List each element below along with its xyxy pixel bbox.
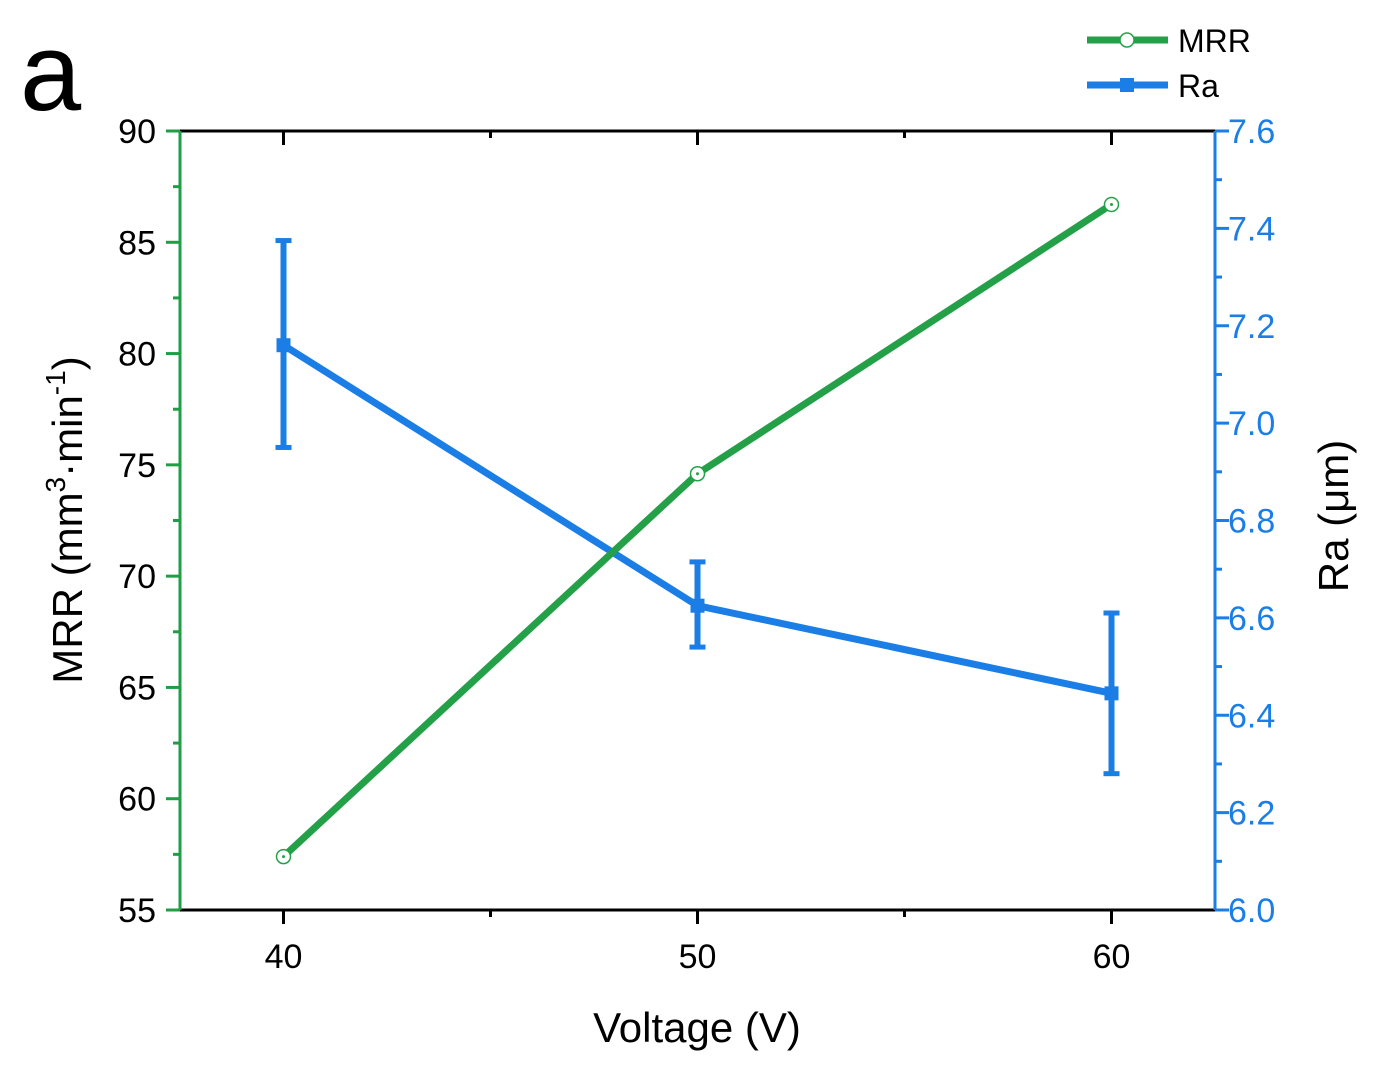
ra-point bbox=[276, 338, 291, 353]
right-y-ticks: 6.0 6.2 6.4 6.6 6.8 7.0 7.2 7.4 7.6 bbox=[1215, 113, 1275, 930]
x-tick-label: 50 bbox=[679, 938, 717, 976]
panel-label: a bbox=[20, 11, 82, 134]
right-y-tick-label: 6.8 bbox=[1228, 503, 1275, 541]
left-y-tick-label: 65 bbox=[118, 669, 156, 707]
mrr-series-line bbox=[281, 201, 1114, 860]
left-y-tick-label: 70 bbox=[118, 558, 156, 596]
left-y-title-sup1: 3 bbox=[40, 477, 71, 493]
x-tick-label: 60 bbox=[1093, 938, 1131, 976]
ra-point bbox=[690, 598, 705, 613]
legend-label-ra: Ra bbox=[1178, 68, 1219, 104]
x-axis-title: Voltage (V) bbox=[593, 1004, 801, 1051]
right-y-tick-label: 6.4 bbox=[1228, 697, 1275, 735]
legend-label-mrr: MRR bbox=[1178, 23, 1251, 59]
mrr-point-dot bbox=[282, 855, 285, 859]
right-y-tick-label: 7.0 bbox=[1228, 405, 1275, 443]
x-tick-label: 40 bbox=[265, 938, 303, 976]
left-y-axis-title: MRR (mm3·min-1) bbox=[40, 356, 91, 683]
left-y-tick-label: 85 bbox=[118, 224, 156, 262]
right-y-axis-title: Ra (μm) bbox=[1310, 440, 1357, 593]
left-y-tick-label: 60 bbox=[118, 781, 156, 819]
left-y-title-end: ) bbox=[44, 356, 91, 370]
left-y-title-mid: ·min bbox=[44, 395, 91, 477]
mrr-point-dot bbox=[1110, 202, 1113, 206]
left-y-tick-label: 55 bbox=[118, 892, 156, 930]
left-y-title-main: MRR (mm bbox=[44, 492, 91, 683]
left-y-title-sup2: -1 bbox=[40, 370, 71, 395]
right-y-tick-label: 6.2 bbox=[1228, 795, 1275, 833]
right-y-tick-label: 7.4 bbox=[1228, 210, 1275, 248]
right-y-tick-label: 6.0 bbox=[1228, 892, 1275, 930]
right-y-tick-label: 7.2 bbox=[1228, 308, 1275, 346]
ra-point bbox=[1104, 686, 1119, 701]
series-layer bbox=[275, 196, 1120, 865]
left-y-ticks: 55 60 65 70 75 80 85 90 bbox=[118, 113, 180, 930]
legend: MRR Ra bbox=[1087, 23, 1251, 104]
left-y-tick-label: 90 bbox=[118, 113, 156, 151]
right-y-tick-label: 7.6 bbox=[1228, 113, 1275, 151]
legend-marker-ra bbox=[1120, 78, 1134, 92]
mrr-point-dot bbox=[696, 472, 699, 476]
left-y-tick-label: 75 bbox=[118, 447, 156, 485]
right-y-tick-label: 6.6 bbox=[1228, 600, 1275, 638]
left-y-tick-label: 80 bbox=[118, 336, 156, 374]
x-ticks: 40 50 60 bbox=[265, 131, 1131, 976]
legend-marker-mrr bbox=[1119, 32, 1135, 48]
